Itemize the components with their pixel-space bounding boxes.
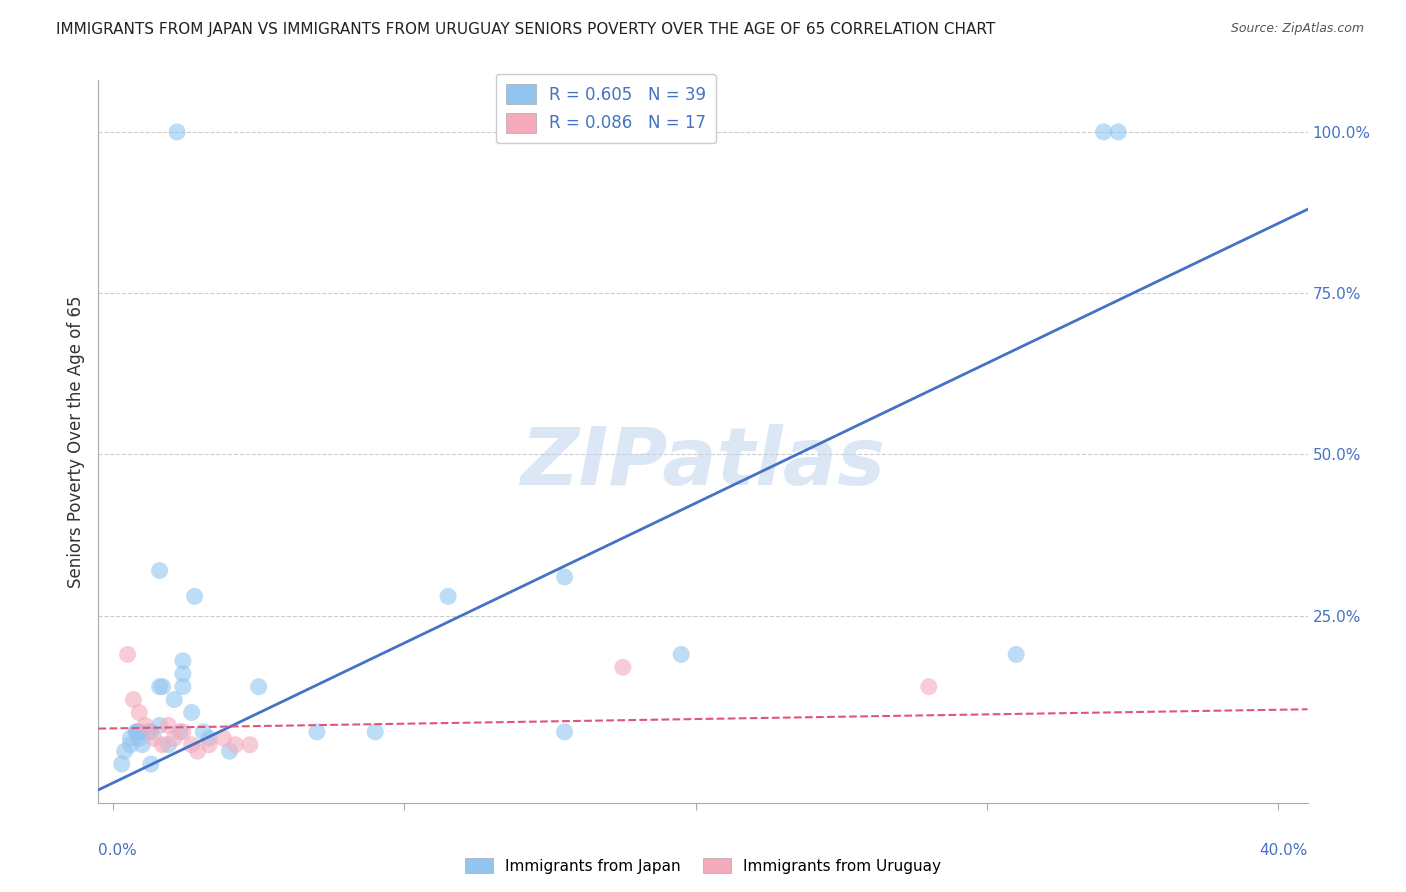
Point <box>172 724 194 739</box>
Point <box>117 648 139 662</box>
Point <box>193 724 215 739</box>
Point <box>1005 648 1028 662</box>
Point <box>1107 125 1129 139</box>
Point <box>139 757 162 772</box>
Point <box>218 744 240 758</box>
Text: ZIPatlas: ZIPatlas <box>520 425 886 502</box>
Point <box>152 738 174 752</box>
Point <box>180 738 202 752</box>
Point <box>183 590 205 604</box>
Point <box>125 724 148 739</box>
Point <box>125 724 148 739</box>
Point <box>149 564 172 578</box>
Point <box>163 731 186 746</box>
Point <box>554 570 576 584</box>
Point <box>224 738 246 752</box>
Point <box>114 744 136 758</box>
Point <box>166 125 188 139</box>
Point <box>169 724 191 739</box>
Point <box>128 724 150 739</box>
Point <box>247 680 270 694</box>
Point <box>142 731 165 746</box>
Point <box>172 680 194 694</box>
Point <box>212 731 235 746</box>
Legend: R = 0.605   N = 39, R = 0.086   N = 17: R = 0.605 N = 39, R = 0.086 N = 17 <box>496 74 717 143</box>
Point <box>180 706 202 720</box>
Point <box>198 731 221 746</box>
Point <box>437 590 460 604</box>
Point <box>612 660 634 674</box>
Point <box>305 724 328 739</box>
Point <box>554 724 576 739</box>
Point <box>364 724 387 739</box>
Text: 0.0%: 0.0% <box>98 843 138 857</box>
Point <box>198 738 221 752</box>
Text: Source: ZipAtlas.com: Source: ZipAtlas.com <box>1230 22 1364 36</box>
Point <box>131 738 153 752</box>
Point <box>134 718 156 732</box>
Point <box>186 744 208 758</box>
Text: 40.0%: 40.0% <box>1260 843 1308 857</box>
Point <box>120 738 142 752</box>
Text: IMMIGRANTS FROM JAPAN VS IMMIGRANTS FROM URUGUAY SENIORS POVERTY OVER THE AGE OF: IMMIGRANTS FROM JAPAN VS IMMIGRANTS FROM… <box>56 22 995 37</box>
Point <box>239 738 262 752</box>
Point <box>149 680 172 694</box>
Point <box>157 718 180 732</box>
Point <box>918 680 941 694</box>
Point <box>1092 125 1115 139</box>
Point <box>149 718 172 732</box>
Y-axis label: Seniors Poverty Over the Age of 65: Seniors Poverty Over the Age of 65 <box>66 295 84 588</box>
Point <box>111 757 134 772</box>
Point <box>172 666 194 681</box>
Point <box>157 738 180 752</box>
Point <box>136 724 159 739</box>
Legend: Immigrants from Japan, Immigrants from Uruguay: Immigrants from Japan, Immigrants from U… <box>458 852 948 880</box>
Point <box>120 731 142 746</box>
Point <box>152 680 174 694</box>
Point <box>128 706 150 720</box>
Point <box>669 648 692 662</box>
Point <box>172 654 194 668</box>
Point <box>128 731 150 746</box>
Point <box>139 724 162 739</box>
Point <box>163 692 186 706</box>
Point <box>122 692 145 706</box>
Point <box>128 724 150 739</box>
